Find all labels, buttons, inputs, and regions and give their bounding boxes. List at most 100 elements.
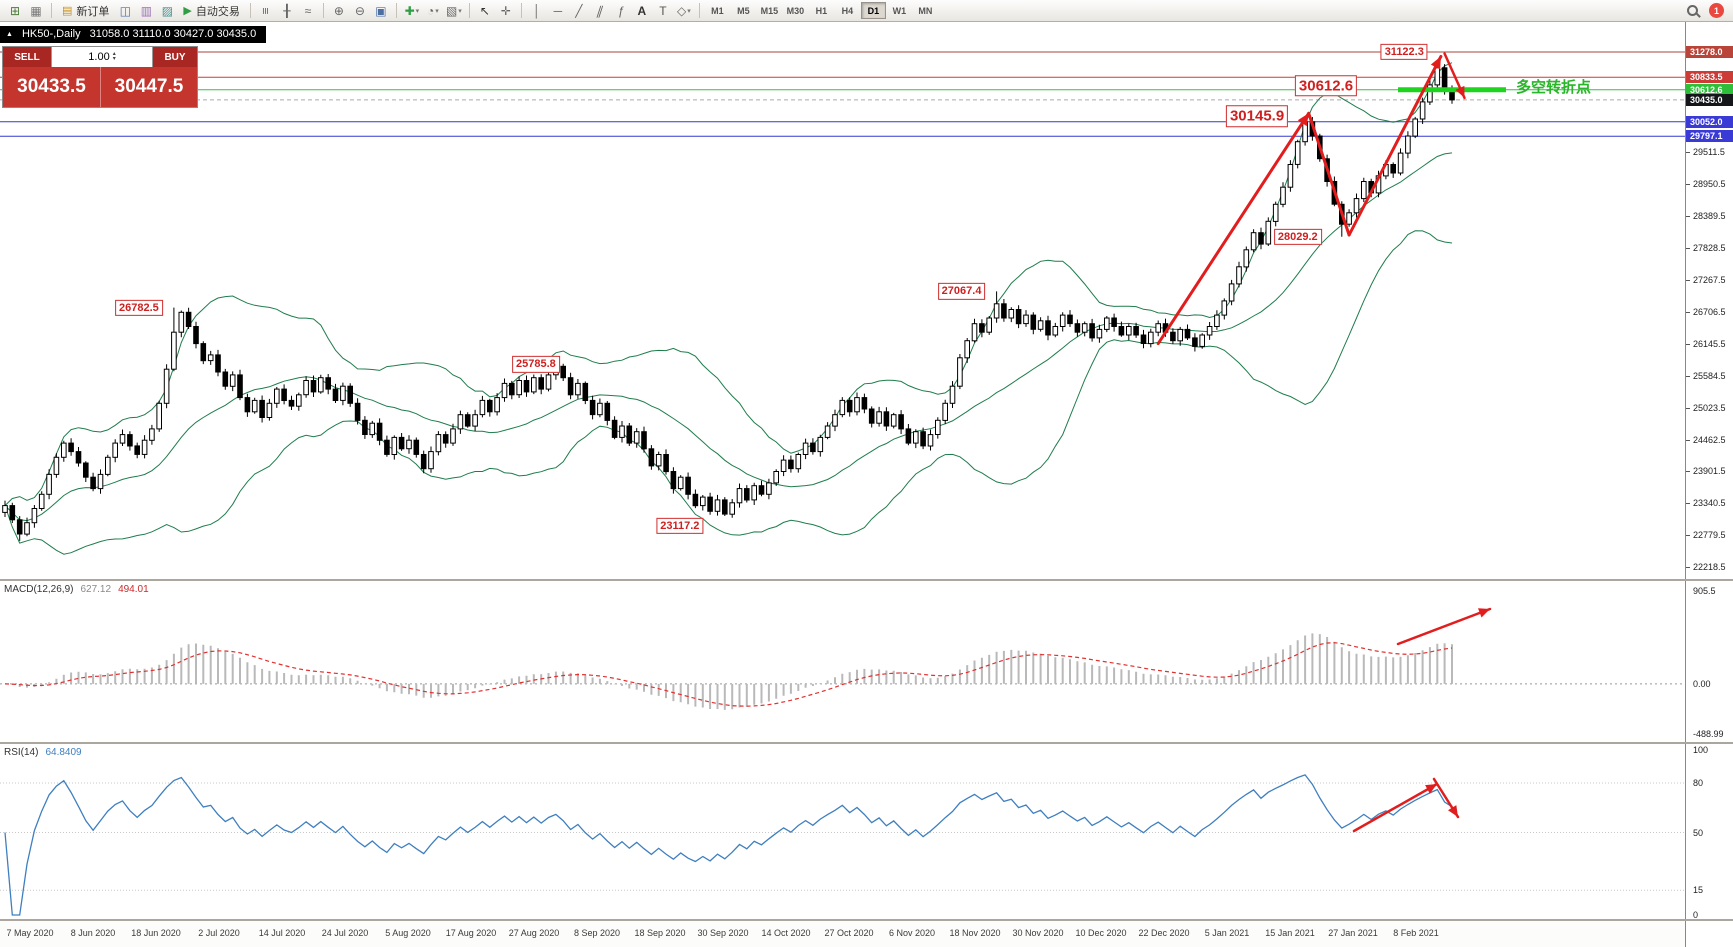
timeframe-d1[interactable]: D1	[860, 2, 886, 19]
date-label: 2 Jul 2020	[198, 928, 240, 938]
templates-icon[interactable]: ▧ ▾	[445, 3, 462, 18]
price-chart-panel[interactable]: ▲ HK50-,Daily 31058.0 31110.0 30427.0 30…	[0, 22, 1685, 581]
price-axis[interactable]: 29511.5 28950.5 28389.5 27828.5 27267.5 26706…	[1685, 22, 1733, 947]
rsi-tick: 100	[1693, 745, 1709, 755]
price-tick: 22779.5	[1693, 530, 1726, 541]
cursor-icon[interactable]: ↖	[479, 3, 490, 18]
timeframe-h4[interactable]: H4	[835, 2, 860, 19]
rsi-panel[interactable]: RSI(14) 64.8409	[0, 744, 1685, 921]
bars-chart-icon[interactable]: ≡	[258, 6, 273, 15]
date-label: 18 Jun 2020	[131, 928, 181, 938]
timeframe-m15[interactable]: M15	[757, 2, 782, 19]
new-order-button[interactable]: ▤ 新订单	[57, 2, 114, 20]
collapse-triangle-icon[interactable]: ▲	[6, 30, 13, 38]
sell-price[interactable]: 30433.5	[17, 76, 86, 97]
rsi-tick: 50	[1693, 827, 1704, 838]
toolbar-divider	[520, 3, 522, 18]
rsi-tick: 80	[1693, 778, 1704, 788]
volume-down-icon[interactable]: ▾	[112, 56, 116, 62]
trendline-icon[interactable]: ╱	[575, 3, 583, 18]
panel-splitter[interactable]	[0, 919, 1733, 921]
toolbar-divider	[468, 3, 470, 18]
toolbar-divider	[51, 3, 52, 18]
text-icon[interactable]: A	[637, 3, 647, 18]
panel-splitter[interactable]	[0, 579, 1733, 581]
volume-input[interactable]: 1.00 ▴ ▾	[51, 47, 153, 67]
macd-panel[interactable]: MACD(12,26,9) 627.12 494.01	[0, 581, 1685, 744]
toolbar-divider	[698, 3, 700, 18]
fibonacci-icon[interactable]: ƒ	[617, 3, 625, 18]
timeframe-w1[interactable]: W1	[887, 2, 912, 19]
indicators-add-icon[interactable]: ✚ ▾	[404, 3, 420, 18]
price-tick: 27828.5	[1693, 243, 1726, 254]
periods-icon[interactable]: ◔ ▾	[426, 3, 439, 18]
sell-button[interactable]: SELL	[3, 47, 51, 67]
price-line-label: 29797.1	[1686, 130, 1733, 143]
zoom-in-icon[interactable]: ⊕	[333, 3, 344, 18]
trend-arrow	[1156, 111, 1311, 346]
vertical-line-icon[interactable]: │	[533, 3, 541, 18]
tick-mark	[1686, 375, 1690, 377]
data-window-icon[interactable]: ▥	[140, 3, 153, 18]
date-label: 10 Dec 2020	[1075, 928, 1127, 938]
date-label: 18 Sep 2020	[634, 928, 686, 938]
date-label: 27 Oct 2020	[824, 928, 874, 938]
price-tick: 24462.5	[1693, 434, 1726, 445]
rsi-name: RSI(14)	[4, 747, 39, 758]
volume-up-icon[interactable]: ▴	[112, 51, 116, 57]
tick-mark	[1686, 280, 1690, 282]
tick-mark	[1686, 311, 1690, 313]
price-tick: 27267.5	[1693, 275, 1726, 286]
zoom-out-icon[interactable]: ⊖	[354, 3, 365, 18]
tick-mark	[1686, 567, 1690, 569]
rsi-tick: 0	[1693, 910, 1699, 920]
timeframe-h1[interactable]: H1	[809, 2, 834, 19]
macd-signal-value: 494.01	[118, 584, 149, 595]
volume-spinner[interactable]: ▴ ▾	[112, 51, 116, 62]
autotrade-button[interactable]: ▶ 自动交易	[178, 2, 244, 20]
shapes-icon[interactable]: ◇ ▾	[677, 3, 691, 18]
candlestick-chart-icon[interactable]: ╂	[283, 3, 291, 18]
channel-icon[interactable]: ∥	[594, 3, 606, 18]
date-label: 15 Jan 2021	[1265, 928, 1315, 938]
time-axis[interactable]: 7 May 2020 8 Jun 2020 18 Jun 2020 2 Jul 202…	[0, 921, 1685, 947]
text-label-icon[interactable]: T	[659, 3, 667, 18]
tick-mark	[1686, 407, 1690, 409]
rsi-canvas[interactable]	[0, 744, 1685, 921]
timeframe-m1[interactable]: M1	[705, 2, 730, 19]
buy-price[interactable]: 30447.5	[100, 67, 197, 107]
price-tick: 28389.5	[1693, 211, 1726, 222]
horizontal-line-icon[interactable]: ─	[553, 3, 563, 18]
price-chart-canvas[interactable]	[0, 22, 1685, 581]
buy-button[interactable]: BUY	[153, 47, 197, 67]
price-line-label: 30435.0	[1686, 93, 1733, 106]
new-chart-icon[interactable]: ⊞	[9, 3, 21, 18]
panel-splitter[interactable]	[0, 742, 1733, 744]
notification-badge[interactable]: 1	[1709, 3, 1724, 18]
bear-candles	[9, 67, 1455, 535]
macd-tick: 905.5	[1693, 586, 1716, 596]
tile-windows-icon[interactable]: ▣	[375, 3, 387, 18]
date-label: 7 May 2020	[6, 928, 54, 938]
price-tick: 23340.5	[1693, 498, 1726, 509]
timeframe-m30[interactable]: M30	[783, 2, 808, 19]
timeframe-m5[interactable]: M5	[731, 2, 756, 19]
trend-arrow	[1307, 111, 1351, 237]
profiles-icon[interactable]: ▦	[30, 3, 42, 18]
search-icon[interactable]	[1687, 5, 1698, 16]
crosshair-icon[interactable]: ✛	[500, 3, 511, 18]
macd-canvas[interactable]	[0, 581, 1685, 744]
date-label: 22 Dec 2020	[1138, 928, 1190, 938]
tick-mark	[1686, 343, 1690, 345]
navigator-icon[interactable]: ▨	[161, 3, 174, 18]
timeframe-mn[interactable]: MN	[913, 2, 938, 19]
date-label: 8 Sep 2020	[573, 928, 621, 938]
market-watch-icon[interactable]: ◫	[119, 3, 132, 18]
rsi-label: RSI(14) 64.8409	[4, 747, 82, 758]
price-tick: 26706.5	[1693, 306, 1726, 317]
line-chart-icon[interactable]: ≈	[304, 3, 312, 18]
turning-point-label[interactable]: 多空转折点	[1516, 79, 1592, 96]
tick-mark	[1686, 184, 1690, 186]
candle-wicks	[4, 60, 1453, 541]
autotrade-play-icon: ▶	[183, 5, 192, 17]
